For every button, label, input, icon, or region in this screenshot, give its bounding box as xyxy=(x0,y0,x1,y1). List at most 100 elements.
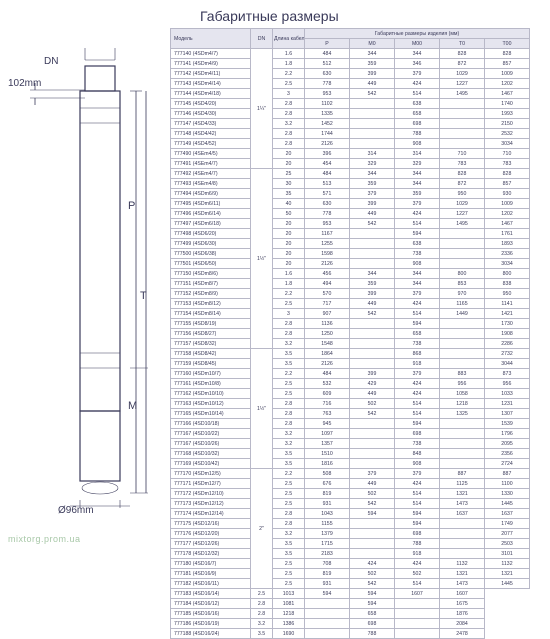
m0-cell xyxy=(350,259,395,269)
t0-cell xyxy=(395,629,440,639)
cable-cell: 20 xyxy=(273,239,305,249)
model-cell: 777490 (4SEm4/5) xyxy=(171,149,251,159)
model-cell: 777178 (4SD12/32) xyxy=(171,549,251,559)
t0-cell: 887 xyxy=(440,469,485,479)
table-row: 777151 (4SDm8/7)1.8494359344853838 xyxy=(171,279,530,289)
m00-cell: 379 xyxy=(395,69,440,79)
p-cell: 630 xyxy=(305,199,350,209)
model-cell: 777143 (4SDm4/14) xyxy=(171,79,251,89)
m0-cell xyxy=(350,529,395,539)
table-row: 777146 (4SD4/30)2.813356581993 xyxy=(171,109,530,119)
p-cell: 778 xyxy=(305,79,350,89)
dim-m-label: M xyxy=(128,400,137,412)
m0-cell xyxy=(305,599,350,609)
model-cell: 777163 (4SDm10/12) xyxy=(171,399,251,409)
m0-cell xyxy=(350,459,395,469)
model-cell: 777155 (4SD8/19) xyxy=(171,319,251,329)
table-row: 777167 (4SD10/26)3.213577382095 xyxy=(171,439,530,449)
t0-cell xyxy=(440,249,485,259)
p-cell: 570 xyxy=(305,289,350,299)
m00-cell: 344 xyxy=(395,49,440,59)
t0-cell: 1132 xyxy=(440,559,485,569)
table-row: 777163 (4SDm10/12)2.871650251412181231 xyxy=(171,399,530,409)
t0-cell: 1495 xyxy=(440,219,485,229)
m00-cell: 514 xyxy=(395,309,440,319)
t0-cell: 1029 xyxy=(440,69,485,79)
p-cell: 494 xyxy=(305,279,350,289)
m0-cell: 314 xyxy=(350,149,395,159)
m0-cell xyxy=(350,319,395,329)
m0-cell: 502 xyxy=(350,489,395,499)
p-cell: 1379 xyxy=(305,529,350,539)
cable-cell: 2.8 xyxy=(273,99,305,109)
m0-cell: 449 xyxy=(350,299,395,309)
t00-cell: 950 xyxy=(485,289,530,299)
t00-cell: 857 xyxy=(485,59,530,69)
m0-cell: 502 xyxy=(350,569,395,579)
m0-cell xyxy=(350,349,395,359)
t0-cell: 1165 xyxy=(440,299,485,309)
m0-cell xyxy=(305,609,350,619)
m00-cell: 379 xyxy=(395,289,440,299)
model-cell: 777160 (4SDm10/7) xyxy=(171,369,251,379)
t0-cell: 872 xyxy=(440,179,485,189)
table-row: 777158 (4SD8/42)1½"3.518648682732 xyxy=(171,349,530,359)
m0-cell: 399 xyxy=(350,369,395,379)
m00-cell: 918 xyxy=(395,549,440,559)
watermark: mixtorg.prom.ua xyxy=(8,534,81,544)
m00-cell: 514 xyxy=(395,219,440,229)
t0-cell: 853 xyxy=(440,279,485,289)
m00-cell: 698 xyxy=(395,529,440,539)
t00-cell: 1421 xyxy=(485,309,530,319)
table-row: 777141 (4SDm4/9)1.8512359346872857 xyxy=(171,59,530,69)
m00-cell: 424 xyxy=(395,209,440,219)
table-row: 777144 (4SDm4/18)395354251414951467 xyxy=(171,89,530,99)
t0-cell xyxy=(440,459,485,469)
cable-cell: 1.8 xyxy=(273,59,305,69)
table-row: 777142 (4SDm4/11)2.263039937910291009 xyxy=(171,69,530,79)
t00-cell: 2150 xyxy=(485,119,530,129)
table-row: 777147 (4SD4/33)3.214526982150 xyxy=(171,119,530,129)
model-cell: 777495 (4SDm6/11) xyxy=(171,199,251,209)
p-cell: 1744 xyxy=(305,129,350,139)
dimensions-table: Модель DN Длина кабеля(м) Габаритные раз… xyxy=(170,28,530,639)
model-cell: 777144 (4SDm4/18) xyxy=(171,89,251,99)
table-row: 777493 (4SEm4/8)30513359344872857 xyxy=(171,179,530,189)
cable-cell: 3 xyxy=(273,309,305,319)
model-cell: 777498 (4SD6/20) xyxy=(171,229,251,239)
model-cell: 777145 (4SD4/20) xyxy=(171,99,251,109)
table-row: 777170 (4SDm12/5)2"2.2508379379887887 xyxy=(171,469,530,479)
t0-cell: 950 xyxy=(440,189,485,199)
t0-cell xyxy=(440,349,485,359)
table-row: 777154 (4SDm8/14)390754251414491421 xyxy=(171,309,530,319)
model-cell: 777180 (4SD16/7) xyxy=(171,559,251,569)
m00-cell: 424 xyxy=(395,379,440,389)
m0-cell xyxy=(350,229,395,239)
m0-cell: 502 xyxy=(350,399,395,409)
t0-cell: 1637 xyxy=(440,509,485,519)
m00-cell: 788 xyxy=(395,129,440,139)
p-cell: 396 xyxy=(305,149,350,159)
m0-cell xyxy=(350,449,395,459)
table-row: 777186 (4SD16/19)3.213866982084 xyxy=(171,619,530,629)
m0-cell: 359 xyxy=(350,59,395,69)
cable-cell: 20 xyxy=(273,149,305,159)
m00-cell: 658 xyxy=(395,329,440,339)
t00-cell: 1202 xyxy=(485,209,530,219)
t0-cell xyxy=(440,129,485,139)
cable-cell: 2.8 xyxy=(273,109,305,119)
m0-cell: 542 xyxy=(350,309,395,319)
model-cell: 777152 (4SDm8/9) xyxy=(171,289,251,299)
p-cell: 763 xyxy=(305,409,350,419)
dn-cell: 1½" xyxy=(251,169,273,349)
t0-cell: 1607 xyxy=(395,589,440,599)
table-row: 777491 (4SEm4/7)20454329329783783 xyxy=(171,159,530,169)
p-cell: 484 xyxy=(305,49,350,59)
cable-cell: 2.5 xyxy=(273,559,305,569)
m00-cell: 359 xyxy=(395,189,440,199)
t0-cell: 1473 xyxy=(440,499,485,509)
cable-cell: 2.5 xyxy=(251,589,273,599)
table-row: 777501 (4SD6/50)2021269083034 xyxy=(171,259,530,269)
t0-cell: 970 xyxy=(440,289,485,299)
cable-cell: 2.8 xyxy=(273,329,305,339)
